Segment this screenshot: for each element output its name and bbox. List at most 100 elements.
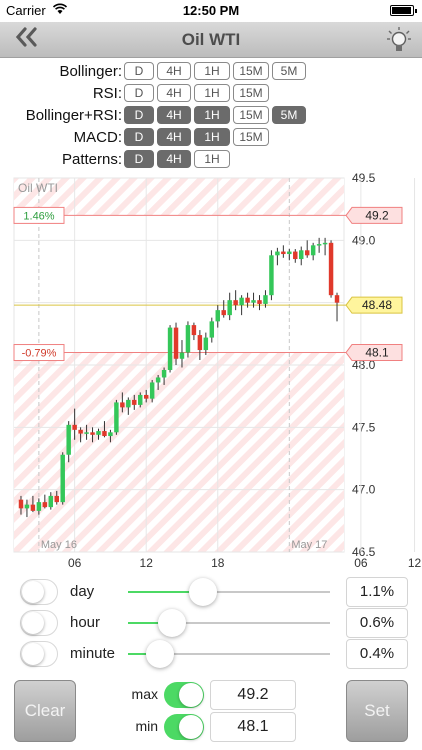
- candle-body: [102, 431, 107, 437]
- timeframe-button[interactable]: D: [124, 62, 154, 80]
- timeframe-button[interactable]: 1H: [194, 128, 230, 146]
- candle-body: [30, 504, 36, 511]
- candle-body: [334, 295, 340, 303]
- indicator-label: Bollinger+RSI:: [25, 106, 122, 124]
- candle-body: [54, 495, 59, 503]
- candle-body: [138, 394, 143, 405]
- candle-body: [263, 295, 268, 304]
- hour-toggle[interactable]: [20, 610, 58, 636]
- slider-label-hour: hour: [70, 614, 101, 631]
- timeframe-button[interactable]: D: [124, 128, 154, 146]
- timeframe-button[interactable]: 1H: [194, 106, 230, 124]
- lower-price-tag-box: [345, 344, 403, 362]
- max-toggle[interactable]: [164, 682, 204, 708]
- candle-body: [245, 297, 250, 303]
- upper-price-tag: 49.2: [365, 208, 389, 222]
- timeframe-button[interactable]: 4H: [157, 106, 191, 124]
- minute-toggle[interactable]: [20, 641, 58, 667]
- timeframe-button[interactable]: D: [124, 106, 154, 124]
- hour-slider-thumb[interactable]: [158, 609, 187, 637]
- candle-body: [167, 327, 173, 370]
- day-value: 1.1%: [346, 577, 408, 607]
- current-price-tag: 48.48: [362, 298, 392, 312]
- min-toggle[interactable]: [164, 714, 204, 740]
- x-tick-label: 06: [68, 556, 82, 570]
- candle-body: [132, 399, 137, 405]
- candle-body: [299, 250, 304, 260]
- timeframe-button[interactable]: 15M: [233, 62, 269, 80]
- timeframe-button[interactable]: D: [124, 84, 154, 102]
- candle-body: [78, 429, 83, 434]
- timeframe-button[interactable]: 15M: [233, 128, 269, 146]
- price-chart[interactable]: 49.549.048.548.047.547.046.50612180612Ma…: [0, 171, 422, 572]
- y-tick-label: 46.5: [352, 545, 376, 559]
- candle-body: [304, 250, 310, 256]
- candle-body: [149, 382, 155, 399]
- timeframe-button[interactable]: 5M: [272, 62, 306, 80]
- timeframe-button[interactable]: 15M: [233, 106, 269, 124]
- minute-slider-thumb[interactable]: [146, 640, 175, 668]
- slider-label-minute: minute: [70, 645, 116, 662]
- x-tick-label: 12: [140, 556, 154, 570]
- carrier-label: Carrier: [6, 3, 46, 18]
- candle-body: [233, 300, 238, 306]
- candle-body: [287, 251, 292, 255]
- day-label: May 16: [41, 539, 77, 551]
- indicator-label: Patterns:: [61, 150, 122, 168]
- timeframe-button[interactable]: 4H: [157, 84, 191, 102]
- candle-body: [108, 432, 113, 437]
- lightbulb-icon[interactable]: [386, 26, 412, 54]
- indicator-label: RSI:: [92, 84, 122, 102]
- day-toggle[interactable]: [20, 579, 58, 605]
- candle-body: [328, 242, 334, 296]
- timeframe-button[interactable]: 4H: [157, 62, 191, 80]
- candle-body: [48, 495, 54, 508]
- set-button[interactable]: Set: [346, 680, 408, 742]
- candle-body: [24, 504, 30, 509]
- indicator-row: RSI: D 4H 1H 15M: [0, 83, 272, 103]
- y-tick-label: 49.0: [352, 233, 376, 247]
- timeframe-button[interactable]: 1H: [194, 84, 230, 102]
- page-title: Oil WTI: [181, 30, 241, 49]
- candle-body: [269, 255, 274, 296]
- upper-pct-label: 1.46%: [23, 210, 54, 222]
- hour-slider[interactable]: [128, 622, 330, 624]
- candle-body: [227, 300, 232, 316]
- timeframe-button[interactable]: 15M: [233, 84, 269, 102]
- slider-row-hour: hour 0.6%: [0, 608, 422, 638]
- candle-body: [179, 352, 185, 359]
- candle-body: [114, 402, 119, 433]
- back-double-chevron-icon[interactable]: [14, 26, 40, 55]
- day-slider[interactable]: [128, 591, 330, 593]
- candle-body: [215, 310, 220, 322]
- minute-slider[interactable]: [128, 653, 330, 655]
- max-label: max: [131, 686, 158, 702]
- day-slider-thumb[interactable]: [188, 578, 217, 606]
- timeframe-button[interactable]: 4H: [157, 150, 191, 168]
- hour-value: 0.6%: [346, 608, 408, 638]
- timeframe-button[interactable]: 1H: [194, 62, 230, 80]
- clear-button[interactable]: Clear: [14, 680, 76, 742]
- max-field[interactable]: 49.2: [210, 680, 296, 710]
- chart-title: Oil WTI: [18, 181, 58, 195]
- timeframe-button[interactable]: 4H: [157, 128, 191, 146]
- lower-pct-label-box: [13, 344, 65, 362]
- indicator-row: MACD: D 4H 1H 15M: [0, 127, 272, 147]
- y-tick-label: 49.5: [352, 172, 376, 185]
- timeframe-button[interactable]: D: [124, 150, 154, 168]
- min-field[interactable]: 48.1: [210, 712, 296, 742]
- candle-body: [310, 245, 316, 256]
- candle-body: [143, 394, 149, 399]
- timeframe-button[interactable]: 1H: [194, 150, 230, 168]
- y-tick-label: 47.0: [352, 483, 376, 497]
- y-tick-label: 47.5: [352, 420, 376, 434]
- clock: 12:50 PM: [182, 3, 240, 18]
- candle-body: [36, 502, 42, 511]
- candle-body: [275, 251, 280, 256]
- candle-body: [203, 337, 209, 351]
- timeframe-button[interactable]: 5M: [272, 106, 306, 124]
- chart-canvas: 49.549.048.548.047.547.046.50612180612Ma…: [13, 171, 422, 570]
- status-bar: Carrier 12:50 PM: [0, 0, 422, 22]
- candle-body: [281, 251, 286, 255]
- candle-body: [60, 454, 65, 503]
